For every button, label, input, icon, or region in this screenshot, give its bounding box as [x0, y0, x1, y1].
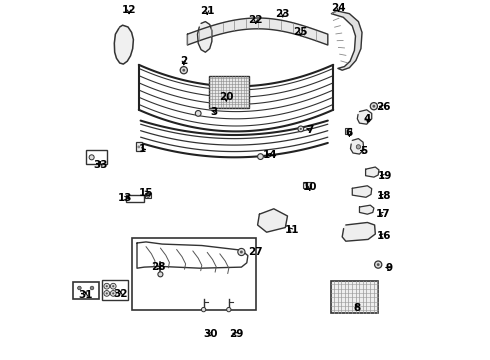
Circle shape	[180, 67, 187, 74]
Text: 26: 26	[376, 102, 391, 112]
Text: 33: 33	[93, 160, 107, 170]
Circle shape	[356, 145, 361, 149]
Text: 12: 12	[122, 5, 136, 15]
Circle shape	[110, 291, 116, 296]
Circle shape	[374, 261, 382, 268]
Text: 32: 32	[114, 289, 128, 300]
Text: 22: 22	[248, 15, 263, 25]
Circle shape	[182, 69, 185, 72]
Bar	[209, 76, 248, 108]
Text: 7: 7	[306, 125, 314, 135]
Circle shape	[196, 111, 201, 116]
Text: 30: 30	[203, 329, 218, 339]
Polygon shape	[350, 139, 364, 154]
Circle shape	[298, 126, 304, 132]
Circle shape	[106, 292, 108, 294]
Circle shape	[305, 184, 308, 186]
Text: 5: 5	[360, 146, 368, 156]
Text: 3: 3	[211, 107, 218, 117]
Text: 21: 21	[200, 6, 215, 16]
Text: 25: 25	[294, 27, 308, 37]
Polygon shape	[366, 167, 379, 177]
Circle shape	[110, 283, 116, 289]
Circle shape	[112, 292, 114, 294]
Polygon shape	[342, 222, 375, 241]
Text: 11: 11	[285, 225, 299, 235]
Text: 4: 4	[364, 114, 371, 124]
Text: 14: 14	[263, 150, 277, 160]
Circle shape	[377, 263, 380, 266]
Bar	[102, 280, 127, 300]
Text: 24: 24	[331, 3, 346, 13]
Text: 8: 8	[353, 303, 360, 313]
Circle shape	[370, 103, 377, 110]
Circle shape	[112, 285, 114, 287]
Text: 19: 19	[377, 171, 392, 181]
Polygon shape	[114, 25, 133, 64]
Circle shape	[104, 283, 110, 289]
Text: 15: 15	[139, 188, 153, 198]
Text: 27: 27	[248, 247, 263, 257]
Circle shape	[227, 307, 231, 312]
Text: 29: 29	[229, 329, 243, 339]
Polygon shape	[197, 22, 212, 52]
Bar	[331, 281, 378, 313]
Circle shape	[90, 286, 94, 290]
Polygon shape	[360, 205, 374, 214]
Circle shape	[258, 154, 263, 159]
Circle shape	[158, 272, 163, 277]
Text: 23: 23	[275, 9, 290, 19]
Text: 17: 17	[376, 209, 391, 219]
Polygon shape	[352, 186, 372, 197]
Text: 10: 10	[302, 182, 317, 192]
Bar	[303, 182, 311, 188]
Bar	[345, 128, 351, 134]
Bar	[73, 282, 99, 299]
Bar	[126, 195, 144, 202]
Text: 16: 16	[376, 231, 391, 241]
Text: 18: 18	[376, 191, 391, 201]
Circle shape	[238, 248, 245, 256]
Text: 31: 31	[78, 290, 93, 300]
Circle shape	[77, 286, 81, 290]
Text: 2: 2	[180, 56, 188, 66]
Polygon shape	[258, 209, 288, 232]
Circle shape	[147, 194, 150, 197]
Text: 13: 13	[118, 193, 133, 203]
Polygon shape	[187, 18, 328, 45]
Circle shape	[346, 129, 349, 132]
Text: 9: 9	[386, 263, 392, 273]
Bar	[145, 193, 151, 198]
Circle shape	[137, 145, 140, 148]
Text: 20: 20	[219, 92, 234, 102]
Bar	[132, 238, 256, 310]
Text: 28: 28	[150, 262, 165, 272]
Circle shape	[106, 285, 108, 287]
Polygon shape	[137, 242, 248, 268]
Polygon shape	[331, 11, 362, 70]
Circle shape	[89, 155, 94, 160]
Bar	[86, 150, 107, 164]
Circle shape	[104, 291, 110, 296]
Text: 1: 1	[139, 144, 146, 154]
Circle shape	[201, 307, 206, 312]
Circle shape	[240, 251, 243, 253]
Text: 6: 6	[346, 128, 353, 138]
Polygon shape	[357, 110, 372, 124]
Bar	[136, 142, 142, 151]
Circle shape	[372, 105, 375, 108]
Circle shape	[300, 128, 302, 130]
